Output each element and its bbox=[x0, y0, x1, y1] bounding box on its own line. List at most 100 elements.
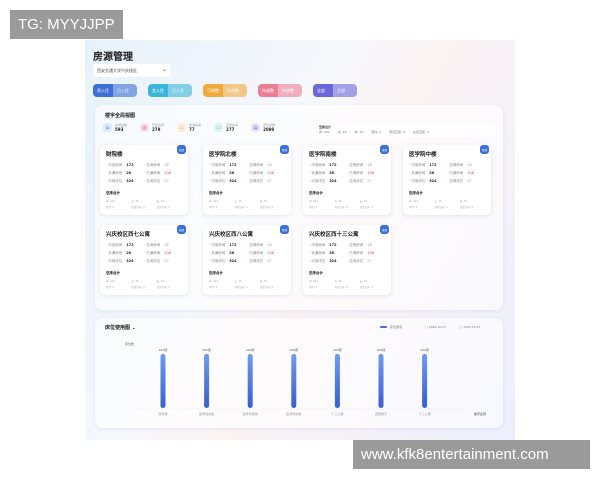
row-value: 172 bbox=[229, 163, 237, 167]
stat-row: · 空闲房间 16 bbox=[144, 243, 182, 248]
row-label: · 空闲房间 bbox=[144, 243, 161, 247]
stat-label: 未满房间 bbox=[189, 123, 202, 127]
stat-row: · 可用床位 324 bbox=[106, 179, 144, 184]
row-value: 16 bbox=[267, 243, 272, 247]
tab-3[interactable]: 待调整 待调整 bbox=[258, 84, 302, 97]
row-label: · 可用床位 bbox=[309, 259, 326, 263]
building-card[interactable]: 管理 医学院北楼 · 可用房间 172 · 空闲房间 16 · 未满房间 26 · 已满房间 10… bbox=[203, 145, 291, 215]
stat-row: · 可用房间 172 bbox=[409, 163, 447, 168]
building-card[interactable]: 管理 医学院南楼 · 可用房间 172 · 空闲房间 16 · 未满房间 26 · 已满房间 10… bbox=[303, 145, 391, 215]
row-label: · 可用房间 bbox=[209, 243, 226, 247]
empty-bed-item: 男性: 2 bbox=[106, 286, 115, 289]
empty-bed-item: 男性: 2 bbox=[309, 286, 318, 289]
house-icon: ⌂ bbox=[177, 123, 187, 132]
overview-title: 楼宇全局视图 bbox=[105, 113, 136, 119]
row-value: 26 bbox=[229, 171, 235, 175]
chart-title[interactable]: 床位使用图 ⌄ bbox=[105, 324, 136, 331]
manage-badge[interactable]: 管理 bbox=[280, 225, 289, 234]
manage-badge[interactable]: 管理 bbox=[480, 145, 489, 154]
stat-row: · 空闲床位 57 bbox=[347, 259, 385, 264]
empty-bed-item: 男: 401 bbox=[209, 200, 218, 203]
chevron-down-icon: ⌄ bbox=[161, 66, 167, 73]
empty-bed-item: 男: 401 bbox=[309, 280, 318, 283]
empty-bed-item: 男性: 2 bbox=[309, 206, 318, 209]
empty-bed-subtitle: 空床合计 bbox=[209, 271, 223, 275]
legend-swatch bbox=[380, 326, 387, 328]
row-label: · 已满房间 bbox=[347, 171, 364, 175]
manage-badge[interactable]: 管理 bbox=[280, 145, 289, 154]
tab-0[interactable]: 男入住 已入住 bbox=[93, 84, 137, 97]
stat-row: · 未满房间 26 bbox=[106, 251, 144, 256]
empty-bed-item: 男性空床: 4 bbox=[334, 286, 348, 289]
row-value: 324 bbox=[429, 179, 437, 183]
building-card[interactable]: 管理 兴庆校区西七公寓 · 可用房间 172 · 空闲房间 16 · 未满房间 26 · 已满房… bbox=[100, 225, 188, 295]
stat-row: · 空闲房间 16 bbox=[447, 163, 485, 168]
empty-bed-item: 女性空床: 3 bbox=[359, 286, 373, 289]
stat-1: ▥ 已住房间 279 bbox=[140, 123, 164, 132]
empty-bed-item: 未: 34 bbox=[156, 280, 164, 283]
bar bbox=[334, 353, 340, 408]
row-label: · 可用床位 bbox=[106, 179, 123, 183]
manage-badge[interactable]: 管理 bbox=[177, 145, 186, 154]
row-label: · 已满房间 bbox=[347, 251, 364, 255]
stat-row: · 未满房间 26 bbox=[209, 171, 247, 176]
home-icon: ⌂ bbox=[103, 123, 112, 132]
stat-row: · 已满房间 108 bbox=[347, 171, 385, 176]
row-label: · 空闲房间 bbox=[347, 243, 364, 247]
stat-row: · 已满房间 108 bbox=[247, 251, 285, 256]
manage-badge[interactable]: 管理 bbox=[380, 145, 389, 154]
empty-bed-subtitle: 空床合计 bbox=[409, 191, 423, 195]
empty-bed-item: 男性: 2 bbox=[209, 206, 218, 209]
row-label: · 未满房间 bbox=[106, 171, 123, 175]
row-label: · 可用床位 bbox=[309, 179, 326, 183]
date-range[interactable]: ▢ 2022.10.27– ▢ 2022.10.27 bbox=[425, 325, 481, 329]
stat-row: · 可用房间 172 bbox=[209, 243, 247, 248]
stat-row: · 空闲床位 57 bbox=[447, 179, 485, 184]
empty-bed-item: 女性空床: 3 bbox=[259, 286, 273, 289]
tab-2[interactable]: 可调整 可调整 bbox=[203, 84, 247, 97]
row-value: 108 bbox=[164, 171, 171, 175]
building-card[interactable]: 管理 财院楼 · 可用房间 172 · 空闲房间 16 · 未满房间 26 · 已满房间 108 ·… bbox=[100, 145, 188, 215]
tab-4[interactable]: 全部 全部 bbox=[313, 84, 357, 97]
row-value: 16 bbox=[467, 163, 472, 167]
stat-row: · 可用床位 324 bbox=[409, 179, 447, 184]
row-value: 26 bbox=[329, 251, 335, 255]
row-label: · 空闲房间 bbox=[247, 243, 264, 247]
building-name: 医学院中楼 bbox=[409, 152, 437, 158]
empty-bed-item: 未: 34 bbox=[156, 200, 164, 203]
date-to[interactable]: ▢ 2022.10.27 bbox=[459, 325, 481, 329]
row-value: 108 bbox=[267, 251, 274, 255]
row-label: · 空闲床位 bbox=[447, 179, 464, 183]
row-label: · 已满房间 bbox=[447, 171, 464, 175]
empty-bed-item: 未: 34 bbox=[259, 200, 267, 203]
row-value: 324 bbox=[126, 179, 134, 183]
building-card[interactable]: 管理 医学院中楼 · 可用房间 172 · 空闲房间 16 · 未满房间 26 · 已满房间 10… bbox=[403, 145, 491, 215]
row-label: · 未满房间 bbox=[209, 251, 226, 255]
row-value: 172 bbox=[429, 163, 437, 167]
manage-badge[interactable]: 管理 bbox=[380, 225, 389, 234]
tab-sub: 已入住 bbox=[113, 84, 137, 97]
manage-badge[interactable]: 管理 bbox=[177, 225, 186, 234]
empty-bed-item: 男性空床: 4 bbox=[131, 206, 145, 209]
stat-value: 77 bbox=[189, 127, 195, 132]
row-label: · 已满房间 bbox=[144, 251, 161, 255]
tab-1[interactable]: 女入住 已入住 bbox=[148, 84, 192, 97]
building-card[interactable]: 管理 兴庆校区西八公寓 · 可用房间 172 · 空闲房间 16 · 未满房间 26 · 已满房… bbox=[203, 225, 291, 295]
date-from-text: 2022.10.27 bbox=[428, 325, 446, 329]
building-name: 兴庆校区西七公寓 bbox=[106, 232, 151, 238]
empty-bed-item: 男性空床: 4 bbox=[131, 286, 145, 289]
stat-row: · 可用房间 172 bbox=[309, 243, 347, 248]
row-value: 16 bbox=[267, 163, 272, 167]
campus-select[interactable]: 西安交通大学兴庆校区 ⌄ bbox=[93, 64, 171, 77]
stat-row: · 空闲床位 57 bbox=[247, 179, 285, 184]
stat-row: · 空闲房间 16 bbox=[347, 163, 385, 168]
date-from[interactable]: ▢ 2022.10.27 bbox=[425, 325, 446, 329]
bed-icon: ▭ bbox=[214, 123, 224, 132]
building-name: 财院楼 bbox=[106, 152, 123, 158]
empty-bed-subtitle: 空床合计 bbox=[106, 271, 120, 275]
building-card[interactable]: 管理 兴庆校区西十三公寓 · 可用房间 172 · 空闲房间 16 · 未满房间 26 · 已满… bbox=[303, 225, 391, 295]
row-label: · 空闲房间 bbox=[144, 163, 161, 167]
stat-row: · 未满房间 26 bbox=[309, 171, 347, 176]
y-axis-label: 床位数 bbox=[125, 342, 135, 346]
row-value: 108 bbox=[367, 251, 374, 255]
